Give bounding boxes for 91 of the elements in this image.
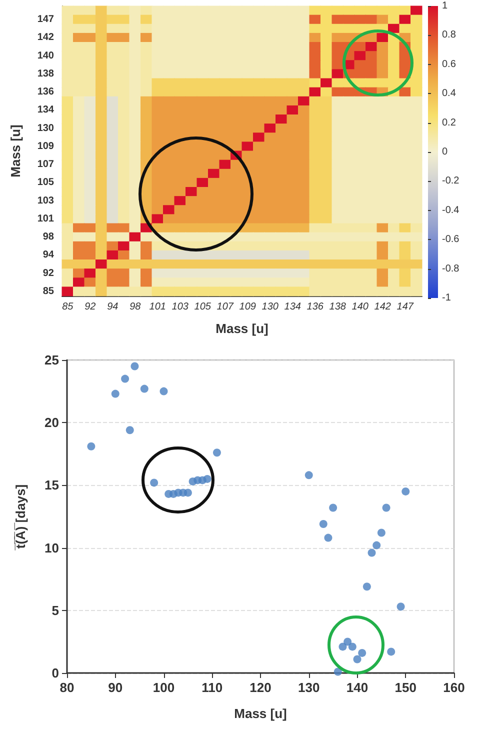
point <box>358 648 366 657</box>
x-tick-label: 142 <box>374 302 392 312</box>
color-bar-label: 0.8 <box>442 30 456 41</box>
x-tick-label: 138 <box>329 302 346 312</box>
x-tick-label: 80 <box>60 680 74 695</box>
point <box>212 448 221 457</box>
y-tick-label: 0 <box>52 666 59 680</box>
y-tick-label: 107 <box>37 159 54 170</box>
y-tick-label: 147 <box>37 14 54 26</box>
y-tick-label: 25 <box>44 352 59 368</box>
color-bar-label: -0.6 <box>442 234 460 246</box>
x-tick-label: 103 <box>172 302 189 312</box>
y-tick-label: 105 <box>37 177 54 188</box>
y-tick-label: 15 <box>44 478 59 493</box>
point <box>111 390 120 398</box>
x-tick-label: 85 <box>62 302 74 312</box>
color-bar-label: 0.6 <box>442 58 456 70</box>
color-bar-label: 0 <box>442 146 448 158</box>
y-tick-label: 140 <box>37 50 54 62</box>
x-tick-label: 101 <box>149 302 166 312</box>
x-tick-label: 140 <box>346 680 368 695</box>
x-tick-label: 105 <box>194 302 212 312</box>
point <box>368 548 376 557</box>
point <box>353 655 362 664</box>
color-bar-label: -0.4 <box>442 204 460 216</box>
color-bar-label: -0.2 <box>442 176 460 187</box>
x-tick-label: 94 <box>107 302 119 312</box>
point <box>126 426 134 434</box>
point <box>130 362 139 370</box>
x-axis-title: Mass [u] <box>234 706 287 721</box>
x-tick-label: 110 <box>202 680 223 695</box>
y-tick-label: 134 <box>37 104 54 116</box>
y-axis-title: Mass [u] <box>8 124 23 178</box>
point <box>382 504 390 512</box>
y-tick-label: 20 <box>44 415 59 430</box>
point <box>377 528 386 537</box>
color-bar-label: 1 <box>442 0 448 12</box>
x-tick-label: 100 <box>152 680 175 695</box>
y-tick-label: 136 <box>37 86 54 98</box>
y-tick-label: 98 <box>42 232 54 243</box>
y-tick-label: 101 <box>37 213 54 224</box>
x-tick-label: 130 <box>262 302 279 312</box>
point <box>372 541 381 550</box>
x-tick-label: 107 <box>216 302 234 312</box>
y-tick-label: 130 <box>37 122 54 134</box>
point <box>319 520 328 528</box>
x-tick-label: 130 <box>298 680 320 695</box>
x-tick-label: 90 <box>108 680 123 695</box>
point <box>329 504 338 512</box>
point <box>402 487 410 496</box>
y-tick-label: 109 <box>37 140 54 152</box>
point <box>348 642 356 651</box>
x-tick-label: 120 <box>250 680 272 695</box>
point <box>184 488 192 497</box>
y-axis-title: t̅(̅A̅)̅ [days] <box>13 484 28 550</box>
y-tick-label: 103 <box>37 195 54 206</box>
point <box>344 638 352 646</box>
x-axis-title: Mass [u] <box>216 321 268 336</box>
x-tick-label: 140 <box>352 302 369 312</box>
x-tick-label: 92 <box>84 302 96 312</box>
x-tick-label: 150 <box>394 680 416 695</box>
color-bar-label: 0.2 <box>442 117 456 128</box>
point <box>396 602 405 611</box>
y-tick-label: 92 <box>42 268 54 279</box>
x-tick-label: 136 <box>306 302 324 312</box>
y-tick-label: 94 <box>42 250 54 261</box>
point <box>140 384 148 393</box>
color-bar-label: -0.8 <box>442 263 460 274</box>
x-tick-label: 98 <box>130 302 142 312</box>
color-bar-label: -1 <box>442 292 452 304</box>
point <box>334 668 342 676</box>
point <box>203 474 212 483</box>
point <box>87 442 96 450</box>
x-tick-label: 134 <box>284 302 302 312</box>
x-tick-label: 147 <box>396 302 414 312</box>
y-tick-label: 10 <box>44 540 59 556</box>
point <box>304 471 313 480</box>
y-tick-label: 5 <box>52 602 59 618</box>
point <box>121 374 130 383</box>
point <box>160 387 168 396</box>
y-tick-label: 85 <box>42 286 54 297</box>
point <box>324 534 332 542</box>
point <box>338 642 347 651</box>
y-tick-label: 138 <box>37 68 54 80</box>
y-tick-label: 142 <box>37 32 54 44</box>
point <box>150 478 158 487</box>
point <box>387 648 396 656</box>
x-tick-label: 160 <box>443 680 465 695</box>
color-bar-label: 0.4 <box>442 88 456 100</box>
x-tick-label: 109 <box>239 302 256 312</box>
point <box>362 582 371 591</box>
